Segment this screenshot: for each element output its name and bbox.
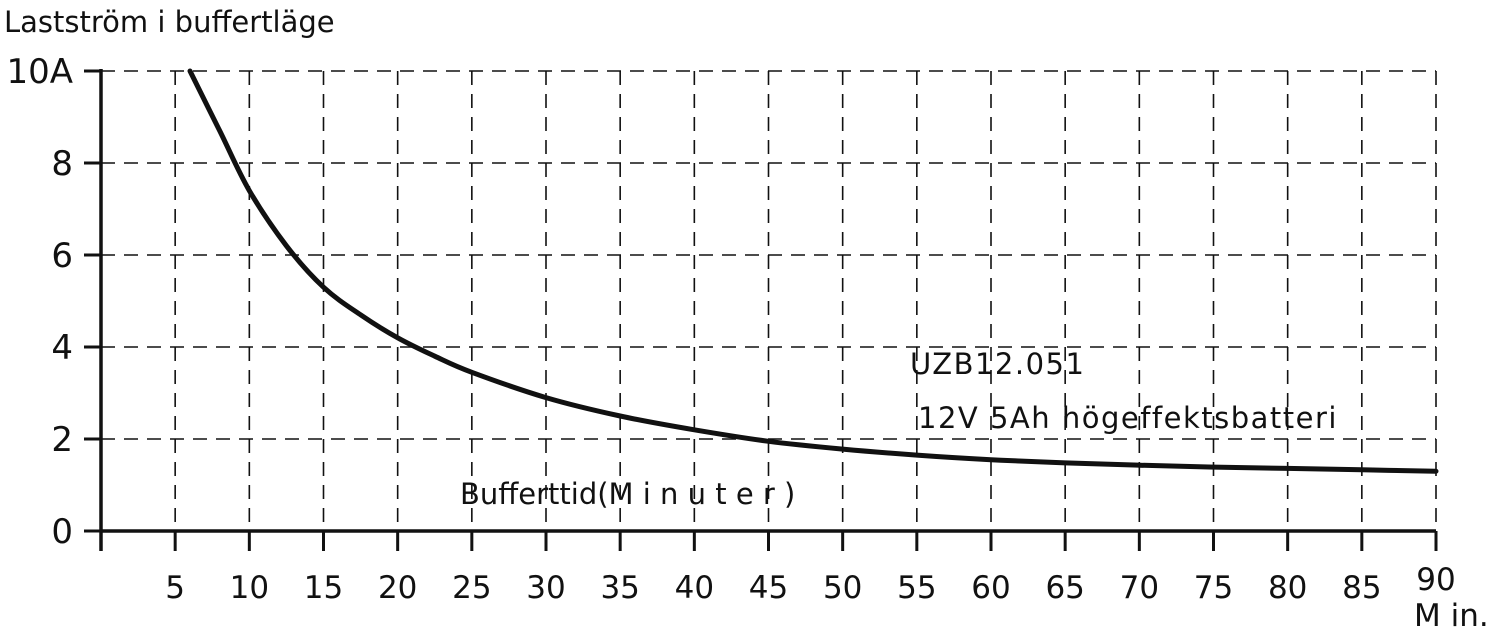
x-tick-label-20: 20 [378, 570, 417, 606]
x-tick-label-85: 85 [1342, 570, 1381, 606]
x-tick-label-15: 15 [304, 570, 343, 606]
y-tick-label-4: 4 [51, 328, 73, 368]
y-tick-label-6: 6 [51, 236, 73, 276]
y-axis-title: Lastström i buffertläge [4, 5, 335, 39]
annotation-model: UZB12.051 [910, 347, 1085, 381]
x-tick-label-80: 80 [1268, 570, 1307, 606]
x-tick-label-10: 10 [230, 570, 269, 606]
x-tick-label-55: 55 [897, 570, 936, 606]
y-tick-label-10: 10A [6, 52, 73, 92]
x-tick-label-60: 60 [971, 570, 1010, 606]
x-tick-labels: 5 10 15 20 25 30 35 40 45 50 55 60 65 70 75 80 85 90 [165, 562, 1455, 606]
y-tick-label-8: 8 [51, 144, 73, 184]
x-tick-label-5: 5 [165, 570, 185, 606]
x-tick-label-45: 45 [749, 570, 788, 606]
x-tick-label-90: 90 [1416, 562, 1455, 598]
annotation-battery: 12V 5Ah högeffektsbatteri [918, 401, 1338, 435]
x-tick-label-30: 30 [526, 570, 565, 606]
x-tick-label-40: 40 [675, 570, 714, 606]
y-tick-label-2: 2 [51, 420, 73, 460]
y-tick-labels: 0 2 4 6 8 10A [6, 52, 73, 552]
grid [101, 70, 1437, 531]
x-tick-label-35: 35 [600, 570, 639, 606]
x-tick-label-70: 70 [1120, 570, 1159, 606]
x-tick-label-25: 25 [452, 570, 491, 606]
x-tick-label-50: 50 [823, 570, 862, 606]
x-unit-label: M in. [1414, 598, 1489, 634]
y-tick-label-0: 0 [51, 512, 73, 552]
x-axis-title: Bufferttid(M i n u t e r ) [460, 477, 795, 511]
axes [84, 69, 1438, 551]
series-line-buffer-current [187, 68, 1439, 474]
x-tick-label-75: 75 [1194, 570, 1233, 606]
x-tick-label-65: 65 [1045, 570, 1084, 606]
